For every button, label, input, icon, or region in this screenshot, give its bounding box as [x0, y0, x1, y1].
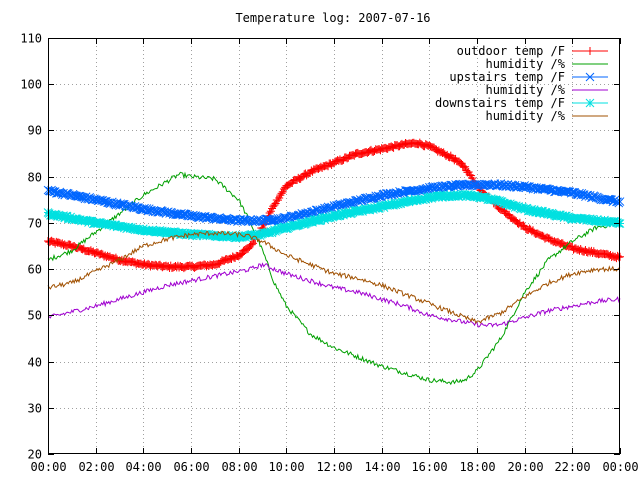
x-tick-label: 08:00	[221, 460, 257, 474]
legend-label: humidity /%	[486, 57, 566, 71]
legend-label: downstairs temp /F	[435, 96, 565, 110]
x-tick-label: 22:00	[554, 460, 590, 474]
x-tick-label: 20:00	[507, 460, 543, 474]
x-tick-label: 12:00	[316, 460, 352, 474]
x-tick-label: 14:00	[364, 460, 400, 474]
y-tick-label: 110	[20, 32, 42, 46]
y-tick-label: 90	[28, 124, 42, 138]
y-tick-label: 30	[28, 402, 42, 416]
x-tick-label: 16:00	[411, 460, 447, 474]
axes: 20 30 40 50 60 70 80 90 100 110 00:00 02:00 04:00 06:…	[20, 32, 638, 475]
x-tick-label: 02:00	[78, 460, 114, 474]
x-tick-label: 04:00	[125, 460, 161, 474]
y-tick-label: 70	[28, 217, 42, 231]
y-tick-label: 80	[28, 171, 42, 185]
y-tick-label: 60	[28, 263, 42, 277]
legend-label: outdoor temp /F	[457, 44, 565, 58]
series-line	[47, 262, 621, 328]
x-tick-label: 00:00	[602, 460, 638, 474]
legend-label: upstairs temp /F	[449, 70, 565, 84]
x-tick-label: 00:00	[30, 460, 66, 474]
y-tick-label: 20	[28, 448, 42, 462]
chart-title: Temperature log: 2007-07-16	[235, 11, 430, 25]
legend-label: humidity /%	[486, 109, 566, 123]
x-tick-label: 18:00	[459, 460, 495, 474]
series-layer	[43, 138, 625, 386]
series-3	[47, 262, 621, 328]
series-line	[47, 171, 621, 386]
series-1	[47, 171, 621, 386]
y-tick-label: 100	[20, 78, 42, 92]
series-5	[47, 230, 621, 325]
x-tick-label: 10:00	[268, 460, 304, 474]
series-line	[47, 230, 621, 325]
y-tick-label: 50	[28, 309, 42, 323]
legend-marker	[585, 98, 595, 108]
x-tick-label: 06:00	[173, 460, 209, 474]
legend-marker	[585, 72, 595, 82]
legend-label: humidity /%	[486, 83, 566, 97]
y-tick-label: 40	[28, 356, 42, 370]
legend-marker	[586, 47, 594, 55]
